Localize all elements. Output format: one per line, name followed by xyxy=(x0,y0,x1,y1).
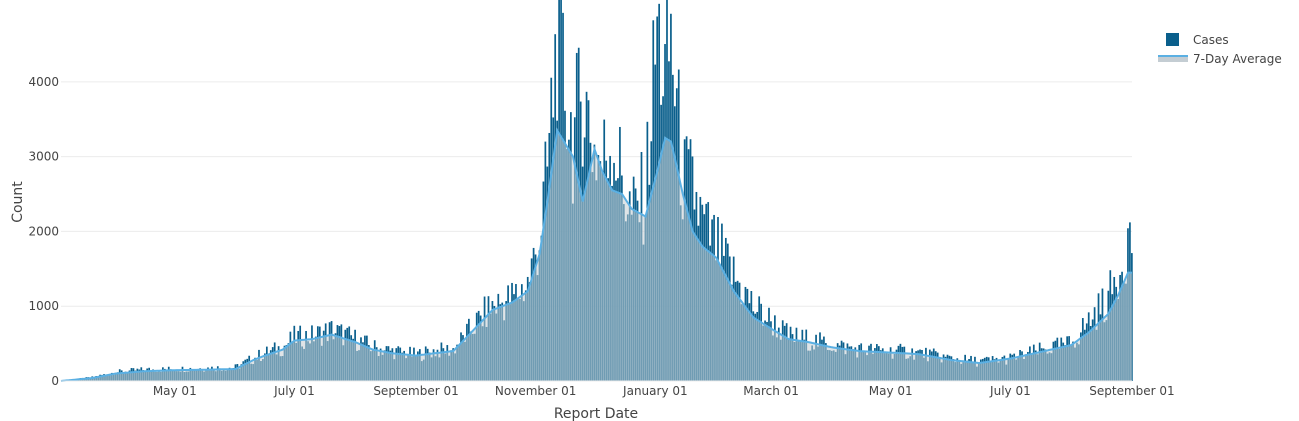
x-tick-label: January 01 xyxy=(622,384,688,398)
x-tick-label: May 01 xyxy=(869,384,913,398)
legend: Cases 7-Day Average xyxy=(1158,30,1282,68)
legend-label-cases: Cases xyxy=(1193,32,1229,47)
average-area xyxy=(61,130,1132,381)
x-axis-title: Report Date xyxy=(554,406,638,421)
x-tick-label: May 01 xyxy=(153,384,197,398)
average-swatch-icon xyxy=(1158,54,1188,63)
legend-label-average: 7-Day Average xyxy=(1193,51,1282,66)
y-tick-label: 2000 xyxy=(28,224,59,238)
x-tick-label: September 01 xyxy=(373,384,458,398)
legend-item-average[interactable]: 7-Day Average xyxy=(1158,49,1282,68)
x-tick-label: November 01 xyxy=(495,384,577,398)
x-tick-label: July 01 xyxy=(273,384,315,398)
axes: 0 1000 2000 3000 4000 May 01 July 01 September … xyxy=(28,75,1174,398)
x-tick-label: March 01 xyxy=(743,384,799,398)
seven-day-average-area xyxy=(60,127,1132,382)
y-axis-title: Count xyxy=(10,181,26,223)
x-tick-label: September 01 xyxy=(1089,384,1174,398)
legend-item-cases[interactable]: Cases xyxy=(1158,30,1282,49)
average-line xyxy=(60,127,1132,382)
y-tick-label: 1000 xyxy=(28,299,59,313)
y-tick-label: 3000 xyxy=(28,150,59,164)
cases-swatch-icon xyxy=(1166,33,1179,46)
y-tick-label: 4000 xyxy=(28,75,59,89)
x-tick-label: July 01 xyxy=(989,384,1031,398)
y-tick-label: 0 xyxy=(51,374,59,388)
